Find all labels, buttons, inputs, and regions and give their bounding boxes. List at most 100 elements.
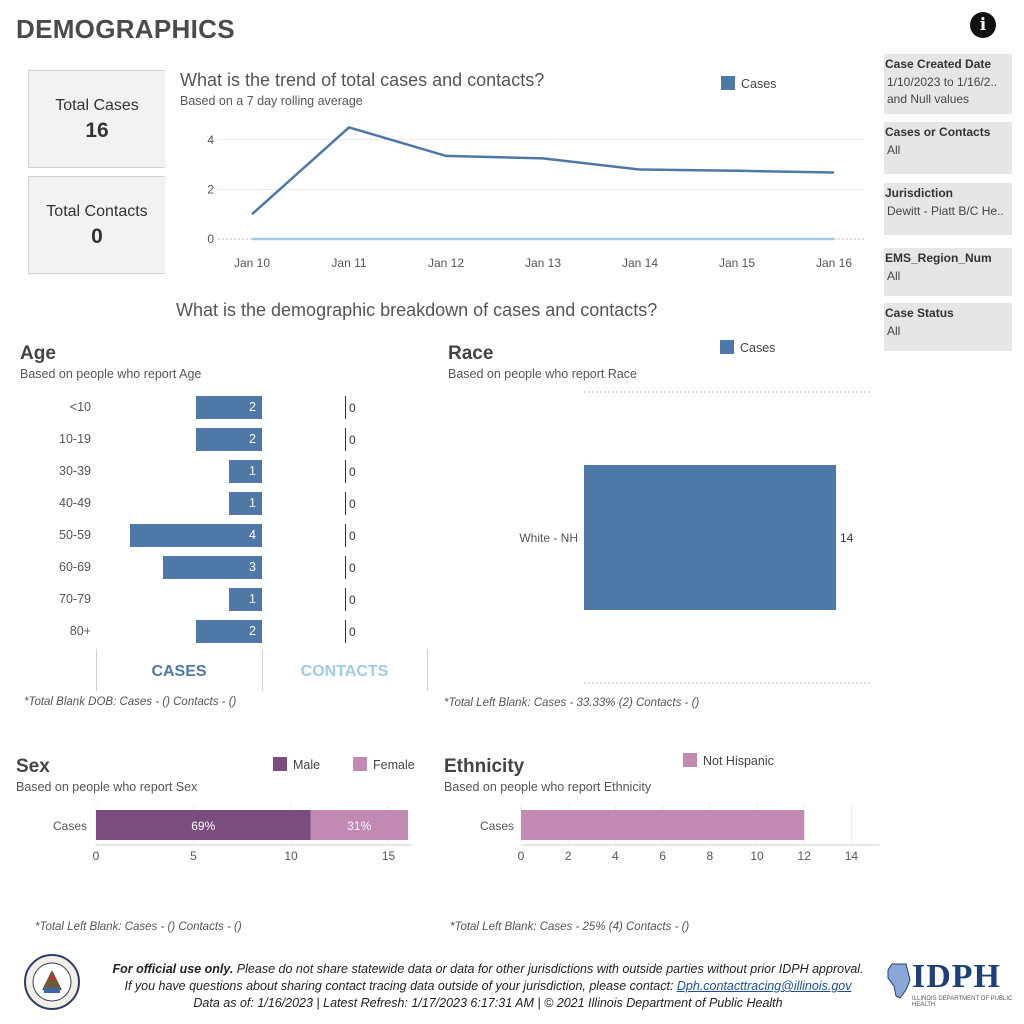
trend-legend: Cases <box>721 76 776 91</box>
sex-legend-male-label: Male <box>293 758 321 772</box>
total-contacts-value: 0 <box>91 225 103 248</box>
age-cases-value: 1 <box>249 592 256 606</box>
age-contacts-bar <box>345 460 346 483</box>
age-cases-value: 4 <box>249 528 256 542</box>
ethnicity-bar <box>521 810 805 840</box>
x-tick-label: 10 <box>284 849 298 863</box>
sex-category-label: Cases <box>53 819 87 833</box>
age-contacts-value: 0 <box>349 497 356 511</box>
ethnicity-note: *Total Left Blank: Cases - 25% (4) Conta… <box>450 921 690 933</box>
trend-line-chart: 0 2 4 Jan 10 Jan 11 Jan 12 Jan 13 Jan 14 Jan 15 J… <box>207 126 864 270</box>
filter-value: 1/10/2023 to 1/16/2.. and Null values <box>887 75 998 106</box>
breakdown-heading: What is the demographic breakdown of cas… <box>176 300 658 320</box>
filter-label: Jurisdiction <box>885 186 954 200</box>
legend-swatch-female <box>353 757 367 771</box>
race-legend-label: Cases <box>740 341 776 355</box>
age-cases-bar <box>130 524 262 547</box>
legend-swatch-cases <box>720 340 734 354</box>
x-tick-label: 4 <box>612 849 619 863</box>
total-cases-label: Total Cases <box>55 97 139 114</box>
age-title: Age <box>20 343 56 364</box>
filter-cases-or-contacts[interactable]: Cases or Contacts All <box>884 122 1012 174</box>
race-legend: Cases <box>720 340 775 355</box>
tab-cases[interactable]: CASES <box>151 663 207 680</box>
age-category-label: 10-19 <box>59 432 91 446</box>
age-category-label: 30-39 <box>59 464 91 478</box>
sex-legend-female: Female <box>353 757 415 772</box>
x-tick-label: Jan 15 <box>719 256 755 270</box>
age-contacts-bar <box>345 556 346 579</box>
footer-bold: For official use only. <box>112 962 234 976</box>
x-tick-label: Jan 16 <box>816 256 852 270</box>
age-contacts-bar <box>345 588 346 611</box>
filter-value: All <box>887 143 901 157</box>
x-tick-label: 0 <box>93 849 100 863</box>
trend-title: What is the trend of total cases and con… <box>180 70 545 90</box>
age-contacts-bar <box>345 396 346 419</box>
filter-label: Case Created Date <box>885 57 992 71</box>
age-contacts-value: 0 <box>349 401 356 415</box>
race-category-label: White - NH <box>519 531 578 545</box>
y-tick-label: 0 <box>207 232 214 246</box>
age-contacts-value: 0 <box>349 625 356 639</box>
filter-case-created-date[interactable]: Case Created Date 1/10/2023 to 1/16/2.. a… <box>884 54 1012 114</box>
x-tick-label: 2 <box>565 849 572 863</box>
sex-stacked-bar-chart: 0 5 10 15 Cases 69% 31% <box>53 804 412 863</box>
sex-segment-label: 31% <box>347 819 371 833</box>
age-contacts-bar <box>345 492 346 515</box>
filter-case-status[interactable]: Case Status All <box>884 303 1012 351</box>
total-contacts-card: Total Contacts 0 <box>28 176 165 274</box>
sex-legend-male: Male <box>273 757 320 772</box>
race-bar <box>584 465 836 610</box>
age-cases-value: 1 <box>249 496 256 510</box>
age-category-label: 80+ <box>69 624 91 638</box>
filter-label: Cases or Contacts <box>885 125 991 139</box>
sex-segment-label: 69% <box>191 819 215 833</box>
sex-note: *Total Left Blank: Cases - () Contacts -… <box>35 921 242 933</box>
footer-line3: Data as of: 1/16/2023 | Latest Refresh: … <box>193 996 783 1010</box>
age-contacts-value: 0 <box>349 561 356 575</box>
trend-legend-label: Cases <box>741 77 777 91</box>
y-tick-label: 2 <box>207 182 214 196</box>
age-note: *Total Blank DOB: Cases - () Contacts - … <box>24 696 237 708</box>
x-tick-label: 10 <box>750 849 764 863</box>
sex-legend-female-label: Female <box>373 758 415 772</box>
filter-jurisdiction[interactable]: Jurisdiction Dewitt - Piatt B/C He.. <box>884 183 1012 235</box>
x-tick-label: Jan 10 <box>234 256 270 270</box>
tab-divider <box>96 649 97 691</box>
info-icon[interactable]: i <box>970 12 996 38</box>
illinois-seal-icon <box>24 954 80 1010</box>
total-cases-card: Total Cases 16 <box>28 70 165 168</box>
tab-divider <box>427 649 428 691</box>
sex-title: Sex <box>16 756 50 777</box>
sex-subtitle: Based on people who report Sex <box>16 780 198 794</box>
ethnicity-legend: Not Hispanic <box>683 753 774 768</box>
race-value-label: 14 <box>840 531 854 545</box>
ethnicity-subtitle: Based on people who report Ethnicity <box>444 780 652 794</box>
age-cases-bar <box>196 396 262 419</box>
sex-male-bar <box>96 810 311 840</box>
age-cases-bar <box>229 588 262 611</box>
footer-line2: If you have questions about sharing cont… <box>90 979 886 993</box>
race-note: *Total Left Blank: Cases - 33.33% (2) Co… <box>444 697 700 709</box>
tab-contacts[interactable]: CONTACTS <box>300 663 389 680</box>
age-cases-value: 2 <box>249 432 256 446</box>
age-contacts-value: 0 <box>349 529 356 543</box>
legend-swatch-cases <box>721 76 735 90</box>
age-category-label: 60-69 <box>59 560 91 574</box>
ethnicity-title: Ethnicity <box>444 756 525 777</box>
race-title: Race <box>448 343 494 364</box>
x-tick-label: 15 <box>382 849 396 863</box>
filter-ems-region[interactable]: EMS_Region_Num All <box>884 248 1012 296</box>
age-category-label: 40-49 <box>59 496 91 510</box>
idph-logo: IDPH <box>912 958 1001 995</box>
contact-email-link[interactable]: Dph.contacttracing@illinois.gov <box>676 979 852 993</box>
footer-disclaimer: Please do not share statewide data or da… <box>233 962 864 976</box>
footer-contact-text: If you have questions about sharing cont… <box>124 979 677 993</box>
footer-line1: For official use only. Please do not sha… <box>90 962 886 976</box>
age-contacts-value: 0 <box>349 465 356 479</box>
x-tick-label: Jan 13 <box>525 256 561 270</box>
age-subtitle: Based on people who report Age <box>20 367 202 381</box>
page-title: DEMOGRAPHICS <box>16 14 235 44</box>
y-tick-label: 4 <box>207 133 214 147</box>
